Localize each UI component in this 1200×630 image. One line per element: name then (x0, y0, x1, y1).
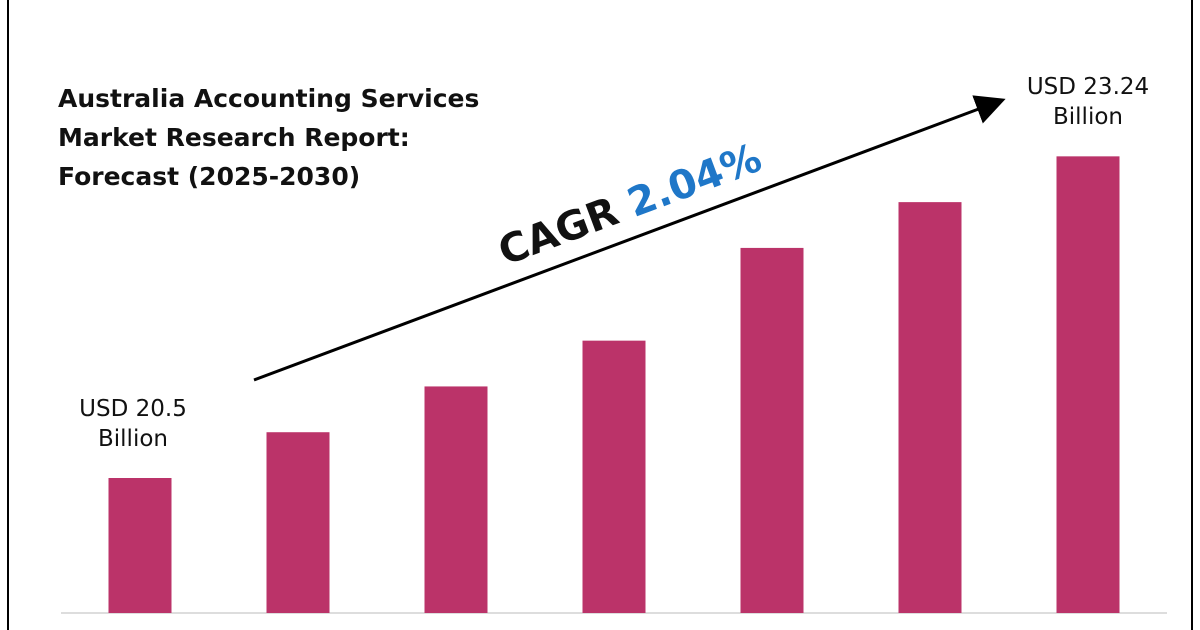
bar (266, 432, 330, 613)
trend-arrow (253, 95, 1006, 382)
chart-title: Australia Accounting Services (58, 84, 480, 113)
bar (740, 247, 804, 614)
chart-title: Forecast (2025-2030) (58, 162, 361, 191)
frame (7, 0, 1193, 630)
bar (1056, 156, 1120, 613)
bar (582, 340, 646, 613)
chart-title: Market Research Report: (58, 123, 410, 152)
bar (108, 478, 172, 613)
bar (898, 202, 962, 613)
value-label: USD 23.24 Billion (1026, 74, 1150, 131)
value-label: USD 20.5 Billion (79, 396, 187, 452)
bar (424, 386, 488, 613)
